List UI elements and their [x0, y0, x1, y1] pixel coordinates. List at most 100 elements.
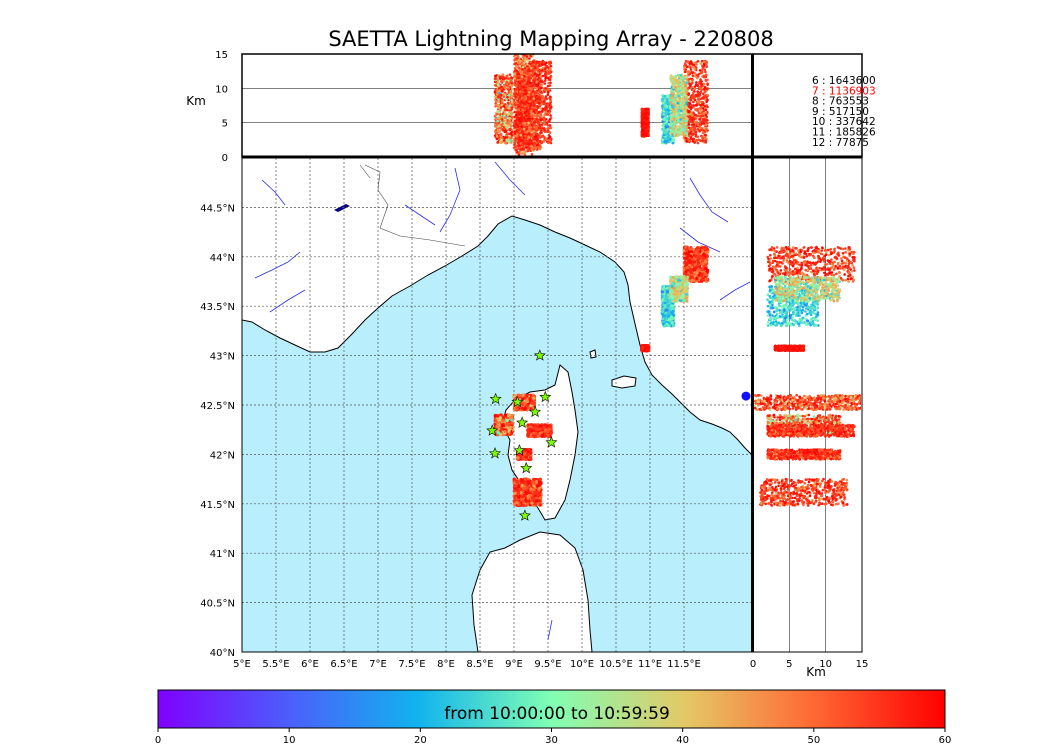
- source-point: [537, 487, 541, 492]
- source-point: [667, 311, 671, 315]
- lon-tick-label: 8°E: [437, 659, 455, 670]
- source-point: [516, 456, 520, 460]
- station-star: [486, 424, 499, 436]
- source-point: [704, 260, 708, 264]
- lon-tick-label: 7.5°E: [398, 659, 425, 670]
- source-point: [512, 502, 516, 506]
- lon-tick-label: 8.5°E: [466, 659, 493, 670]
- source-point: [679, 285, 683, 289]
- map-scatter: [493, 245, 710, 508]
- source-point: [546, 433, 550, 437]
- source-point: [697, 263, 701, 267]
- source-point: [701, 261, 705, 266]
- source-point: [677, 292, 681, 296]
- source-point: [522, 493, 526, 498]
- source-point: [667, 318, 671, 322]
- source-point: [692, 267, 696, 271]
- source-point: [690, 278, 694, 283]
- capraia-island: [589, 349, 597, 359]
- lon-tick-label: 5.5°E: [262, 659, 289, 670]
- source-point: [664, 308, 668, 312]
- source-point: [679, 296, 683, 300]
- source-point: [666, 299, 670, 304]
- source-point: [526, 502, 530, 506]
- lat-tick-label: 41°N: [210, 549, 235, 560]
- source-point: [689, 249, 694, 254]
- source-point: [538, 477, 542, 481]
- source-point: [536, 501, 540, 505]
- source-point: [690, 275, 695, 279]
- source-point: [696, 255, 700, 259]
- source-point: [701, 256, 705, 260]
- source-point: [646, 345, 650, 349]
- longitude-ticks: 5°E 5.5°E 6°E 6.5°E 7°E 7.5°E 8°E 8.5°E 9°E 9.5°E…: [233, 659, 701, 670]
- source-point: [517, 490, 521, 495]
- elba-island: [611, 375, 637, 389]
- source-point: [542, 425, 546, 429]
- source-point: [690, 258, 694, 262]
- source-point: [671, 295, 675, 299]
- sardinia: [471, 531, 593, 652]
- source-point: [701, 278, 705, 282]
- source-point: [695, 276, 699, 280]
- source-point: [660, 312, 664, 316]
- source-point: [684, 245, 688, 249]
- source-point: [661, 309, 665, 314]
- source-point: [495, 424, 499, 428]
- source-point: [521, 500, 526, 504]
- source-point: [682, 298, 686, 303]
- source-point: [532, 488, 536, 492]
- source-point: [688, 254, 693, 258]
- source-point: [680, 291, 684, 295]
- source-point: [670, 321, 674, 325]
- source-point: [531, 433, 536, 437]
- source-point: [684, 256, 688, 260]
- mainland-france-italy: [242, 158, 752, 456]
- source-point: [521, 397, 525, 401]
- source-point: [685, 299, 689, 303]
- source-point: [524, 448, 528, 452]
- source-point: [531, 482, 535, 486]
- lon-tick-label: 11°E: [638, 659, 662, 670]
- source-point: [503, 413, 508, 417]
- source-point: [671, 309, 675, 314]
- source-point: [532, 396, 536, 400]
- lat-tick-label: 44.5°N: [200, 203, 235, 214]
- lon-tick-label: 5°E: [233, 659, 251, 670]
- source-point: [674, 275, 678, 279]
- source-point: [699, 274, 704, 278]
- lat-tick-label: 43°N: [210, 352, 235, 363]
- source-point: [664, 293, 668, 298]
- source-point: [522, 503, 526, 508]
- source-point: [515, 500, 519, 505]
- source-point: [696, 258, 700, 262]
- source-point: [685, 265, 689, 270]
- lat-tick-label: 41.5°N: [200, 500, 235, 511]
- source-point: [538, 431, 542, 435]
- lon-tick-label: 6°E: [301, 659, 319, 670]
- source-point: [669, 289, 673, 293]
- source-point: [538, 424, 542, 428]
- source-point: [692, 250, 696, 255]
- source-point: [517, 495, 521, 499]
- source-point: [520, 483, 524, 488]
- source-point: [532, 402, 536, 406]
- station-star: [511, 395, 524, 408]
- source-point: [524, 477, 528, 481]
- source-point: [536, 434, 540, 438]
- source-point: [688, 269, 692, 273]
- latitude-ticks: 40°N40.5°N41°N41.5°N42°N42.5°N43°N43.5°N…: [200, 203, 235, 659]
- source-point: [683, 251, 687, 255]
- rivers: [254, 161, 751, 641]
- source-point: [528, 427, 532, 431]
- source-point: [683, 272, 687, 276]
- lon-tick-label: 7°E: [369, 659, 387, 670]
- source-point: [493, 422, 497, 426]
- source-point: [504, 425, 509, 429]
- lon-tick-label: 10.5°E: [599, 659, 633, 670]
- source-point: [523, 406, 527, 411]
- source-point: [521, 393, 525, 397]
- source-point: [503, 429, 507, 434]
- source-point: [524, 481, 528, 486]
